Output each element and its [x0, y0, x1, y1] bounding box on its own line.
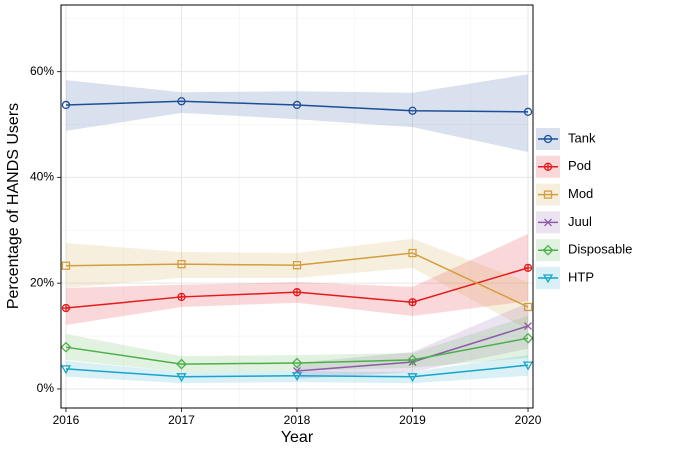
y-tick-label: 0%	[37, 381, 55, 395]
legend-marker-part	[544, 163, 552, 171]
x-tick-label: 2016	[53, 413, 80, 427]
data-point	[291, 372, 303, 382]
legend-marker	[543, 134, 553, 144]
legend-text: HTP	[568, 269, 594, 284]
data-point-part	[61, 261, 71, 270]
legend-text: Pod	[568, 158, 591, 173]
data-point-part	[407, 354, 418, 366]
x-tick-label: 2020	[515, 413, 542, 427]
legend-text: Disposable	[568, 242, 632, 257]
legend-text: Tank	[568, 130, 596, 145]
data-point-part	[60, 365, 72, 375]
data-point-part	[177, 259, 186, 269]
confidence-band	[297, 302, 529, 379]
data-point	[60, 365, 72, 375]
legend-text: Juul	[568, 214, 592, 229]
data-point	[522, 361, 534, 371]
legend-marker-part	[543, 190, 553, 199]
x-axis-title: Year	[281, 429, 314, 446]
data-point-part	[292, 100, 302, 110]
x-tick-label: 2018	[284, 413, 311, 427]
legend-marker	[542, 244, 554, 256]
y-tick-label: 20%	[30, 275, 54, 289]
data-point-part	[523, 107, 533, 116]
data-point	[176, 373, 187, 383]
series-line	[65, 364, 529, 378]
x-tick-label: 2019	[399, 413, 426, 427]
data-point-part	[291, 372, 303, 382]
series-line	[65, 337, 529, 365]
data-point-part	[176, 373, 187, 383]
data-point-part	[177, 293, 185, 301]
legend-marker-part	[544, 218, 552, 227]
x-tick-label: 2017	[168, 413, 195, 427]
data-point	[177, 259, 186, 269]
data-point	[523, 302, 533, 312]
data-point-part	[524, 264, 532, 272]
legend-marker-part	[542, 274, 554, 284]
data-point	[408, 248, 417, 258]
data-point	[407, 354, 418, 366]
data-point	[292, 261, 302, 270]
data-point-part	[523, 302, 533, 312]
data-point	[408, 106, 417, 115]
data-point	[407, 373, 418, 383]
y-tick-label: 40%	[30, 170, 54, 184]
data-point-part	[407, 373, 418, 383]
data-point-part	[176, 358, 187, 370]
data-point-part	[291, 357, 303, 369]
data-point-part	[524, 322, 532, 330]
data-point	[523, 107, 533, 116]
data-point	[60, 341, 72, 353]
data-point	[61, 261, 71, 270]
data-point	[523, 263, 533, 272]
legend-text: Mod	[568, 186, 593, 201]
data-point	[292, 100, 302, 110]
confidence-band	[65, 315, 529, 373]
data-point	[408, 298, 417, 307]
data-point	[61, 100, 71, 110]
y-axis-title: Percentage of HANDS Users	[5, 103, 22, 309]
confidence-band	[65, 238, 529, 330]
plot-border	[60, 4, 534, 409]
data-point-part	[293, 288, 301, 296]
legend-marker	[543, 162, 553, 171]
data-point-part	[522, 361, 534, 371]
data-point-part	[62, 304, 70, 312]
data-point	[291, 357, 303, 369]
data-point-part	[408, 248, 417, 258]
confidence-band	[65, 74, 529, 153]
data-point	[292, 288, 302, 297]
data-point	[177, 97, 186, 106]
series-line	[65, 252, 529, 308]
data-point	[177, 292, 186, 302]
data-point-part	[177, 97, 186, 106]
data-point-part	[409, 298, 417, 306]
data-point	[524, 322, 532, 330]
y-tick-label: 60%	[30, 64, 54, 78]
legend-marker	[543, 190, 553, 199]
data-point	[61, 303, 71, 313]
legend-marker	[542, 274, 554, 284]
legend-marker	[544, 218, 552, 227]
data-point-part	[522, 332, 534, 344]
series-line	[65, 100, 529, 113]
legend-marker-part	[543, 134, 553, 144]
data-point	[176, 358, 187, 370]
data-point-part	[60, 341, 72, 353]
legend-marker-part	[542, 244, 554, 256]
data-point-part	[61, 100, 71, 110]
data-point-part	[408, 106, 417, 115]
data-point-part	[292, 261, 302, 270]
data-point	[522, 332, 534, 344]
